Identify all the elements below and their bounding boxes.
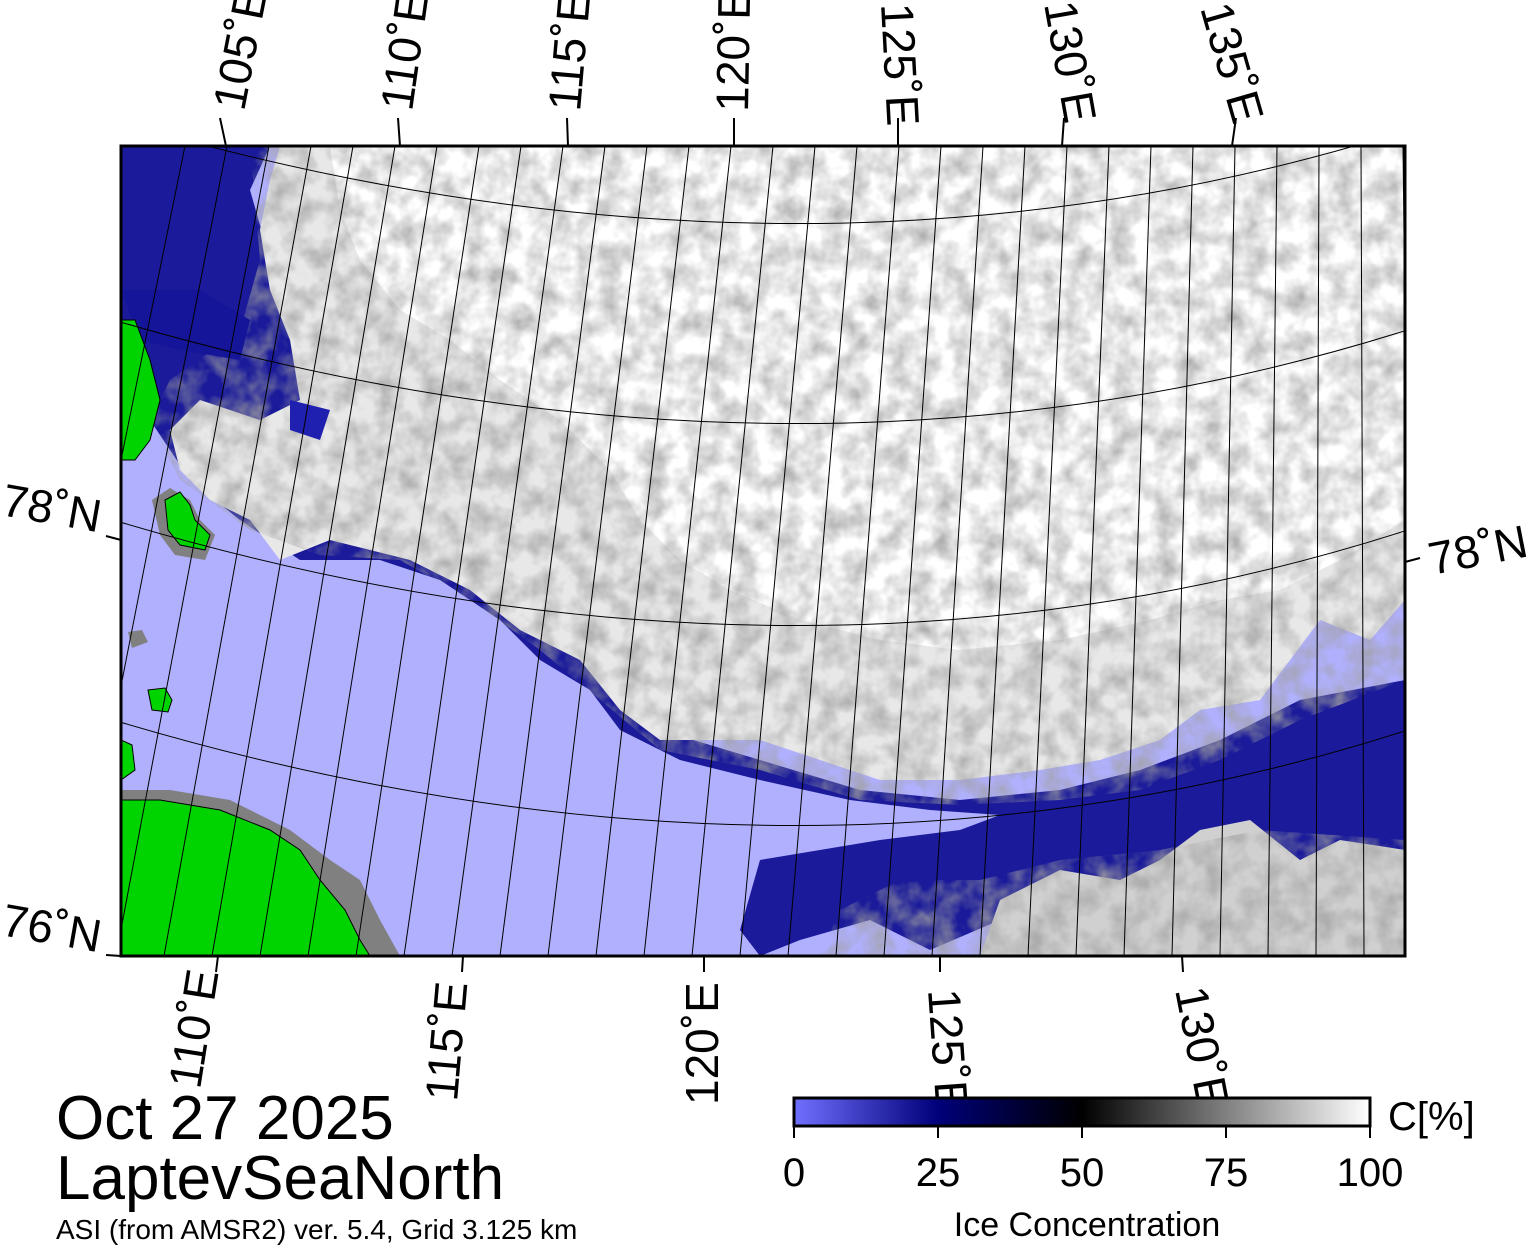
meridian-line — [1360, 146, 1365, 956]
graticule — [121, 146, 1405, 956]
tick-mark — [566, 117, 569, 147]
colorbar-tick: 50 — [1060, 1151, 1105, 1195]
meridian-line — [121, 146, 270, 933]
meridian-line — [1267, 146, 1278, 956]
lon-label-top: 110˚E — [370, 0, 438, 113]
meridian-line — [787, 146, 858, 956]
colorbar-tick: 25 — [916, 1151, 961, 1195]
meridian-line — [451, 146, 564, 956]
tick-mark — [1061, 117, 1065, 147]
meridian-line — [1171, 146, 1194, 956]
lat-label-left: 78˚N — [0, 474, 105, 543]
meridian-line — [883, 146, 942, 956]
tick-mark — [219, 117, 227, 147]
tick-mark — [397, 117, 401, 147]
parallel-line — [121, 321, 1405, 425]
tick-mark — [105, 535, 122, 541]
meridian-line — [355, 146, 480, 956]
meridian-line — [1219, 146, 1236, 956]
meridian-line — [1315, 146, 1320, 956]
meridian-line — [403, 146, 522, 956]
colorbar-tick: 100 — [1337, 1151, 1404, 1195]
tick-marks — [105, 117, 1421, 973]
parallel-line — [121, 521, 1405, 627]
meridian-line — [691, 146, 774, 956]
region-label: LaptevSeaNorth — [56, 1144, 505, 1213]
lon-label-bottom: 110˚E — [159, 966, 229, 1092]
meridian-line — [931, 146, 984, 956]
lon-label-top: 130˚E — [1034, 0, 1107, 127]
map-area — [121, 146, 1405, 956]
map-frame — [119, 144, 1407, 958]
colorbar-unit-label: C[%] — [1388, 1095, 1475, 1139]
meridian-line — [547, 146, 648, 956]
meridian-line — [307, 146, 438, 956]
bottom-longitude-labels: 110˚E 115˚E 120˚E 125˚E 130˚E — [159, 966, 1240, 1114]
colorbar: 0 25 50 75 100 C[%] Ice Concentration — [783, 1095, 1475, 1244]
meridian-line — [739, 146, 816, 956]
meridian-line — [979, 146, 1026, 956]
tick-mark — [215, 955, 219, 973]
lon-label-bottom: 125˚E — [918, 987, 978, 1113]
colorbar-title: Ice Concentration — [954, 1206, 1221, 1244]
meridian-line — [1027, 146, 1068, 956]
meridian-line — [835, 146, 900, 956]
meridian-line — [163, 146, 312, 956]
parallel-line — [205, 146, 1356, 225]
lat-label-right: 78˚N — [1424, 515, 1528, 585]
lon-label-top: 120˚E — [706, 0, 760, 112]
lon-label-top: 115˚E — [538, 0, 600, 113]
tick-mark — [1404, 557, 1421, 563]
tick-mark — [1181, 955, 1184, 973]
meridian-line — [121, 146, 186, 463]
colorbar-gradient — [792, 1096, 1372, 1128]
meridian-line — [211, 146, 354, 956]
meridian-line — [1075, 146, 1110, 956]
tick-mark — [461, 955, 464, 973]
tick-mark — [1231, 117, 1237, 147]
lon-label-top: 125˚E — [871, 2, 929, 127]
colorbar-tick: 75 — [1204, 1151, 1249, 1195]
meridian-line — [1123, 146, 1152, 956]
colorbar-tick: 0 — [783, 1151, 805, 1195]
top-longitude-labels: 105˚E 110˚E 115˚E 120˚E 125˚E 130˚E 135˚… — [203, 0, 1274, 129]
lon-label-bottom: 115˚E — [415, 979, 477, 1102]
meridian-line — [595, 146, 690, 956]
meridian-line — [259, 146, 396, 956]
lon-label-top: 105˚E — [203, 0, 277, 114]
parallel-line — [121, 721, 1405, 827]
product-info: ASI (from AMSR2) ver. 5.4, Grid 3.125 km — [56, 1214, 578, 1245]
lat-label-left: 76˚N — [0, 894, 105, 963]
meridian-line — [499, 146, 606, 956]
meridian-line — [121, 146, 228, 689]
lon-label-bottom: 120˚E — [676, 982, 728, 1105]
tick-mark — [105, 954, 122, 957]
lon-label-bottom: 130˚E — [1165, 982, 1239, 1112]
date-label: Oct 27 2025 — [56, 1084, 394, 1153]
lon-label-top: 135˚E — [1190, 0, 1274, 129]
